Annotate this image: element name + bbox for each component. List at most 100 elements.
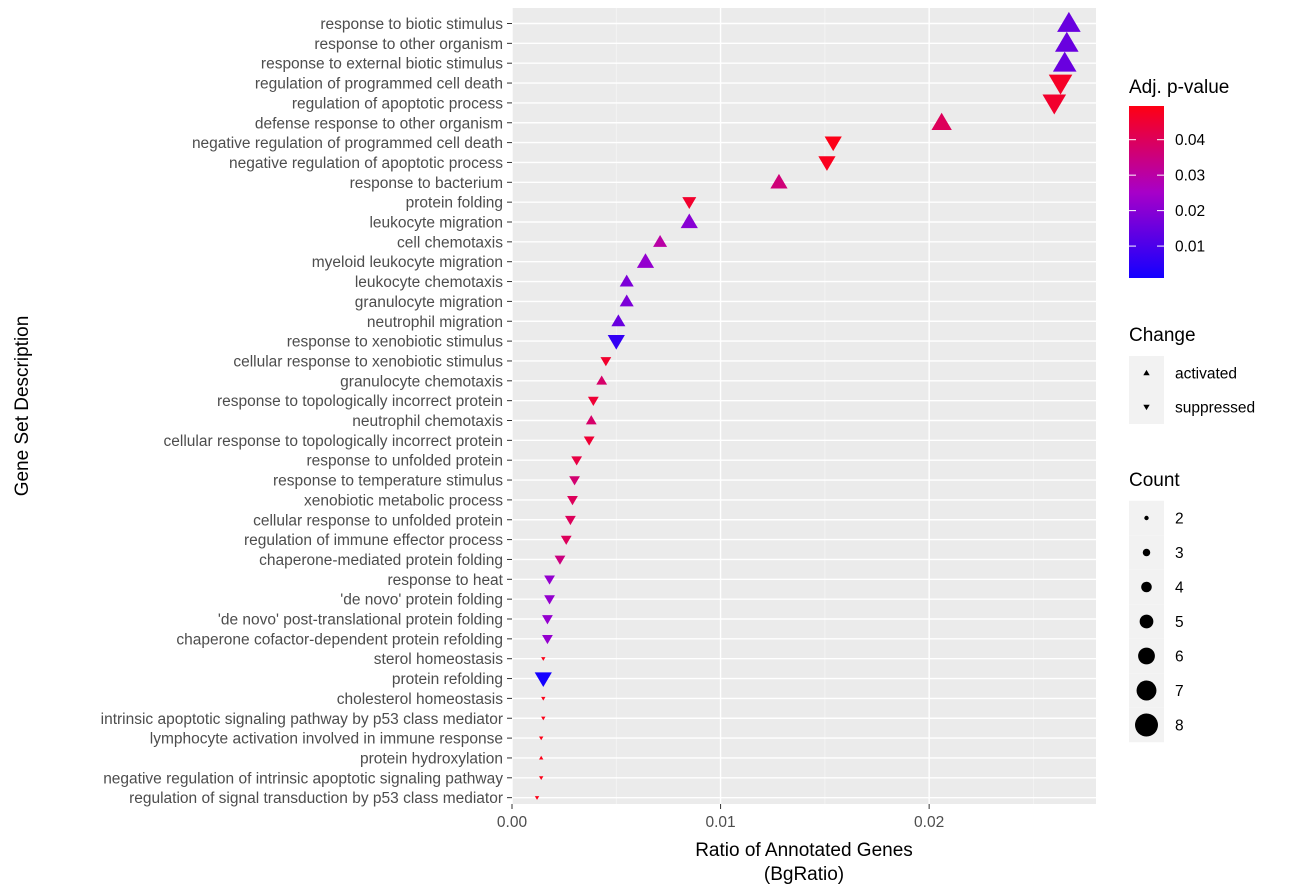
point-suppressed bbox=[534, 796, 540, 800]
shape-legend-title: Change bbox=[1129, 325, 1196, 346]
y-tick-label: defense response to other organism bbox=[255, 115, 503, 132]
y-tick-label: cholesterol homeostasis bbox=[337, 691, 504, 708]
color-bar bbox=[1129, 106, 1164, 278]
y-tick-label: cellular response to unfolded protein bbox=[253, 512, 503, 529]
y-tick-label: myeloid leukocyte migration bbox=[312, 254, 503, 271]
y-tick-label: cellular response to xenobiotic stimulus bbox=[233, 353, 503, 370]
color-legend-ticks: 0.01 0.02 0.03 0.04 bbox=[1129, 132, 1206, 256]
color-tick-label: 0.02 bbox=[1175, 203, 1205, 220]
color-legend-title: Adj. p-value bbox=[1129, 77, 1229, 98]
point-suppressed bbox=[569, 476, 580, 486]
size-dot-icon bbox=[1139, 614, 1154, 629]
y-tick-label: response to heat bbox=[388, 572, 504, 589]
point-suppressed bbox=[541, 696, 546, 701]
y-tick-label: chaperone-mediated protein folding bbox=[259, 552, 503, 569]
size-legend-label: 2 bbox=[1175, 511, 1184, 528]
size-legend-label: 3 bbox=[1175, 545, 1184, 562]
point-activated bbox=[1057, 11, 1081, 32]
point-activated bbox=[1055, 31, 1079, 52]
point-suppressed bbox=[544, 575, 555, 585]
point-suppressed bbox=[607, 334, 625, 350]
y-tick-label: negative regulation of apoptotic process bbox=[229, 155, 503, 172]
size-legend: Count 2 3 4 5 6 7 8 bbox=[1129, 470, 1184, 743]
size-dot-icon bbox=[1144, 515, 1149, 521]
point-suppressed bbox=[587, 396, 599, 406]
point-suppressed bbox=[542, 615, 553, 625]
y-tick-label: response to temperature stimulus bbox=[273, 473, 503, 490]
y-tick-label: regulation of apoptotic process bbox=[292, 95, 503, 112]
point-suppressed bbox=[542, 634, 553, 645]
plot-panel bbox=[512, 8, 1096, 804]
x-axis-title: Ratio of Annotated Genes bbox=[695, 840, 913, 861]
point-suppressed bbox=[567, 496, 578, 506]
point-suppressed bbox=[534, 672, 552, 688]
point-suppressed bbox=[600, 357, 612, 367]
y-tick-label: protein hydroxylation bbox=[360, 750, 503, 767]
size-legend-label: 8 bbox=[1175, 718, 1184, 735]
x-tick-label: 0.01 bbox=[705, 814, 735, 831]
color-legend: Adj. p-value 0.01 0.02 0.03 0.04 bbox=[1129, 77, 1229, 278]
point-activated bbox=[539, 755, 544, 760]
size-legend-label: 4 bbox=[1175, 580, 1184, 597]
point-suppressed bbox=[682, 197, 697, 210]
y-tick-label: regulation of immune effector process bbox=[244, 532, 503, 549]
y-tick-label: intrinsic apoptotic signaling pathway by… bbox=[101, 711, 503, 728]
point-suppressed bbox=[544, 595, 555, 605]
y-tick-label: negative regulation of intrinsic apoptot… bbox=[103, 770, 503, 787]
x-tick-label: 0.00 bbox=[497, 814, 528, 831]
y-tick-label: leukocyte migration bbox=[369, 215, 503, 232]
y-tick-label: response to unfolded protein bbox=[307, 453, 503, 470]
point-activated bbox=[619, 294, 634, 307]
point-suppressed bbox=[824, 136, 842, 152]
y-axis: response to biotic stimulus response to o… bbox=[101, 16, 512, 807]
x-axis: 0.00 0.01 0.02 bbox=[497, 804, 944, 831]
point-activated bbox=[611, 314, 626, 327]
y-tick-label: response to bacterium bbox=[350, 175, 503, 192]
y-tick-label: neutrophil migration bbox=[367, 314, 503, 331]
x-tick-label: 0.02 bbox=[914, 814, 944, 831]
shape-legend-label: activated bbox=[1175, 366, 1237, 383]
y-tick-label: lymphocyte activation involved in immune… bbox=[150, 731, 503, 748]
y-tick-label: 'de novo' post-translational protein fol… bbox=[218, 612, 503, 629]
size-legend-label: 7 bbox=[1175, 683, 1184, 700]
y-tick-label: xenobiotic metabolic process bbox=[304, 492, 503, 509]
shape-legend-label: suppressed bbox=[1175, 400, 1255, 417]
size-legend-items: 2 3 4 5 6 7 8 bbox=[1129, 500, 1184, 743]
y-tick-label: 'de novo' protein folding bbox=[340, 592, 503, 609]
y-tick-label: response to biotic stimulus bbox=[320, 16, 503, 33]
size-legend-label: 6 bbox=[1175, 649, 1184, 666]
size-dot-icon bbox=[1142, 548, 1151, 557]
y-tick-label: regulation of programmed cell death bbox=[255, 76, 503, 93]
point-suppressed bbox=[539, 776, 544, 780]
y-tick-label: granulocyte migration bbox=[355, 294, 503, 311]
point-suppressed bbox=[1042, 94, 1067, 115]
shape-legend: Change activated suppressed bbox=[1129, 325, 1255, 424]
point-suppressed bbox=[571, 456, 583, 466]
y-tick-label: cellular response to topologically incor… bbox=[164, 433, 503, 450]
size-dot-icon bbox=[1135, 713, 1158, 737]
y-tick-label: leukocyte chemotaxis bbox=[355, 274, 503, 291]
y-tick-label: chaperone cofactor-dependent protein ref… bbox=[176, 631, 503, 648]
point-suppressed bbox=[554, 555, 566, 565]
y-tick-label: granulocyte chemotaxis bbox=[340, 373, 503, 390]
y-axis-title: Gene Set Description bbox=[12, 316, 33, 497]
size-legend-title: Count bbox=[1129, 470, 1180, 491]
size-dot-icon bbox=[1138, 647, 1155, 665]
point-activated bbox=[619, 274, 634, 287]
point-suppressed bbox=[541, 716, 546, 721]
color-tick-label: 0.01 bbox=[1175, 239, 1205, 256]
data-points bbox=[534, 11, 1081, 800]
point-activated bbox=[585, 415, 597, 425]
y-tick-label: negative regulation of programmed cell d… bbox=[192, 135, 503, 152]
shape-legend-items: activated suppressed bbox=[1129, 356, 1255, 424]
size-dot-icon bbox=[1141, 581, 1152, 593]
point-suppressed bbox=[560, 535, 572, 545]
point-suppressed bbox=[583, 436, 595, 446]
size-dot-icon bbox=[1136, 680, 1157, 701]
color-tick-label: 0.03 bbox=[1175, 168, 1205, 185]
y-tick-label: response to xenobiotic stimulus bbox=[287, 334, 504, 351]
y-tick-label: sterol homeostasis bbox=[374, 651, 503, 668]
point-suppressed bbox=[565, 515, 576, 526]
y-tick-label: response to external biotic stimulus bbox=[261, 56, 503, 73]
